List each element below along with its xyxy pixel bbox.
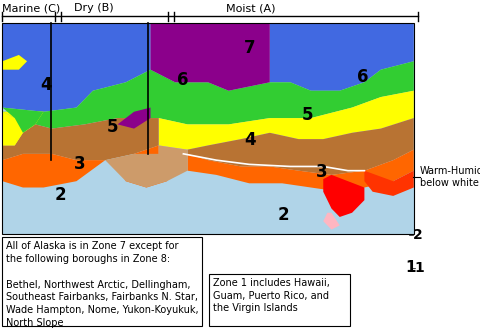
Polygon shape — [2, 108, 44, 133]
Polygon shape — [105, 145, 188, 187]
Text: 2: 2 — [413, 228, 422, 242]
Polygon shape — [118, 145, 175, 187]
Bar — [2, 23, 414, 234]
Text: 5: 5 — [107, 118, 119, 136]
Text: 5: 5 — [301, 106, 313, 124]
Text: Warm-Humid
below white line: Warm-Humid below white line — [420, 166, 480, 188]
Polygon shape — [2, 154, 105, 187]
Text: All of Alaska is in Zone 7 except for
the following boroughs in Zone 8:

Bethel,: All of Alaska is in Zone 7 except for th… — [6, 241, 199, 328]
Polygon shape — [323, 175, 364, 217]
Text: Marine (C): Marine (C) — [2, 3, 60, 13]
Text: 2: 2 — [54, 186, 66, 204]
Polygon shape — [118, 108, 151, 129]
Polygon shape — [2, 55, 27, 70]
Text: 6: 6 — [177, 71, 188, 89]
Polygon shape — [2, 112, 44, 145]
Text: 7: 7 — [244, 39, 255, 57]
Polygon shape — [2, 118, 159, 160]
Text: 1: 1 — [405, 261, 416, 275]
Polygon shape — [2, 61, 414, 129]
Polygon shape — [364, 171, 414, 196]
Text: 4: 4 — [244, 131, 255, 149]
Text: 3: 3 — [73, 155, 85, 173]
Bar — [2, 237, 202, 326]
Text: 3: 3 — [316, 163, 327, 181]
Polygon shape — [151, 23, 270, 91]
Text: 1: 1 — [415, 261, 424, 275]
Polygon shape — [2, 112, 36, 145]
Polygon shape — [323, 213, 340, 229]
Bar — [2, 23, 414, 234]
Bar — [209, 274, 350, 326]
Polygon shape — [188, 150, 414, 192]
Polygon shape — [188, 118, 414, 175]
Text: 2: 2 — [277, 206, 289, 224]
Polygon shape — [270, 23, 414, 91]
Text: Moist (A): Moist (A) — [226, 3, 275, 13]
Polygon shape — [159, 91, 414, 150]
Text: 4: 4 — [40, 76, 51, 94]
Text: 6: 6 — [357, 68, 368, 86]
Text: Dry (B): Dry (B) — [74, 3, 114, 13]
Text: Zone 1 includes Hawaii,
Guam, Puerto Rico, and
the Virgin Islands: Zone 1 includes Hawaii, Guam, Puerto Ric… — [213, 278, 329, 314]
Polygon shape — [2, 23, 151, 112]
